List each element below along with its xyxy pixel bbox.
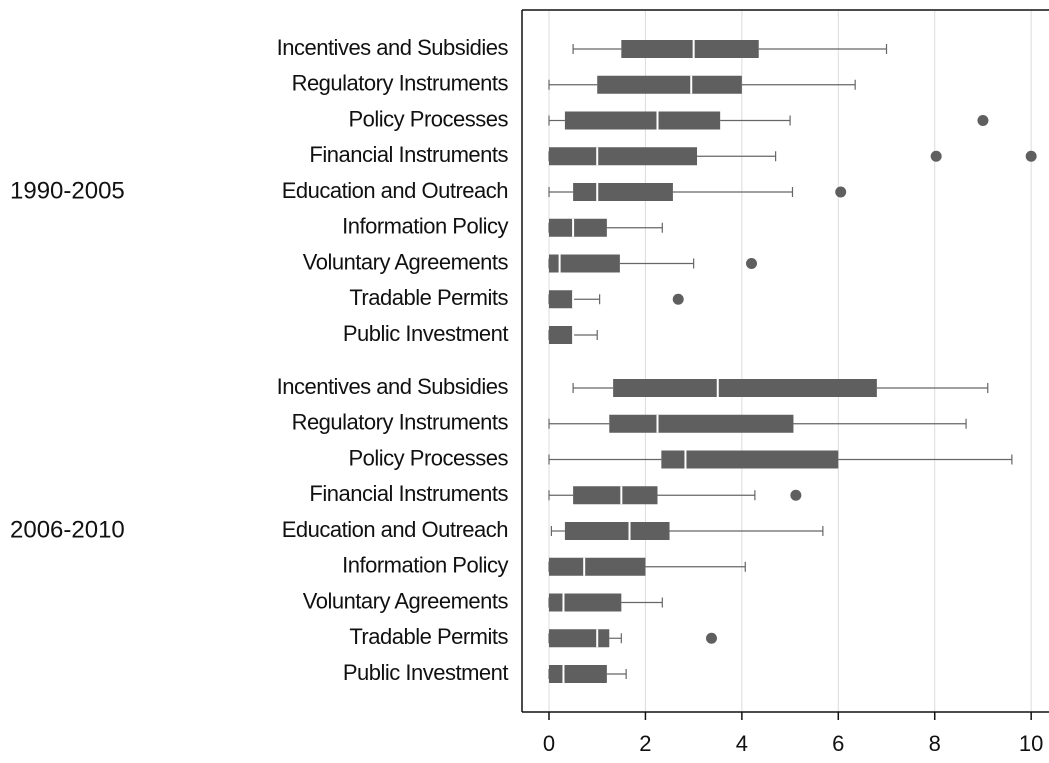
box (609, 414, 794, 433)
box (661, 450, 839, 469)
y-tick-label: Public Investment (343, 660, 509, 685)
y-tick-label: Tradable Permits (349, 624, 508, 649)
y-tick-label: Tradable Permits (349, 285, 508, 310)
y-tick-label: Financial Instruments (309, 142, 508, 167)
box (549, 254, 620, 273)
box (564, 522, 670, 540)
box (549, 665, 607, 683)
outlier (930, 150, 942, 162)
box (573, 486, 658, 505)
y-tick-label: Education and Outreach (282, 517, 508, 542)
y-tick-label: Regulatory Instruments (292, 410, 509, 435)
y-tick-label: Regulatory Instruments (292, 71, 509, 96)
box (621, 40, 759, 58)
y-tick-label: Information Policy (342, 553, 508, 578)
y-tick-label: Financial Instruments (309, 481, 508, 506)
box (613, 379, 877, 397)
group-label: 1990-2005 (10, 177, 125, 204)
x-tick-label: 8 (929, 731, 941, 756)
x-tick-label: 4 (736, 731, 748, 756)
outlier (790, 489, 802, 501)
group-label: 2006-2010 (10, 516, 125, 543)
outlier (835, 186, 847, 198)
x-tick-label: 0 (543, 731, 555, 756)
y-tick-label: Information Policy (342, 214, 508, 239)
x-tick-label: 6 (832, 731, 844, 756)
box (597, 75, 742, 94)
outlier (672, 293, 684, 305)
box (549, 218, 607, 237)
box (549, 629, 610, 648)
y-tick-label: Education and Outreach (282, 178, 508, 203)
y-tick-label: Public Investment (343, 321, 509, 346)
outlier (746, 258, 758, 269)
box (549, 326, 574, 344)
outlier (705, 632, 717, 644)
box (549, 557, 646, 576)
y-tick-label: Voluntary Agreements (303, 588, 509, 613)
box (549, 290, 574, 309)
x-tick-label: 2 (639, 731, 651, 756)
y-tick-label: Incentives and Subsidies (277, 35, 509, 60)
y-tick-label: Incentives and Subsidies (277, 374, 509, 399)
box (549, 593, 622, 612)
y-tick-label: Policy Processes (348, 106, 508, 131)
box (573, 183, 673, 201)
outlier (1025, 150, 1037, 162)
y-tick-label: Policy Processes (348, 445, 508, 470)
x-tick-label: 10 (1019, 731, 1043, 756)
box (564, 111, 721, 130)
y-tick-label: Voluntary Agreements (303, 249, 509, 274)
box (549, 147, 698, 166)
outlier (977, 115, 989, 126)
